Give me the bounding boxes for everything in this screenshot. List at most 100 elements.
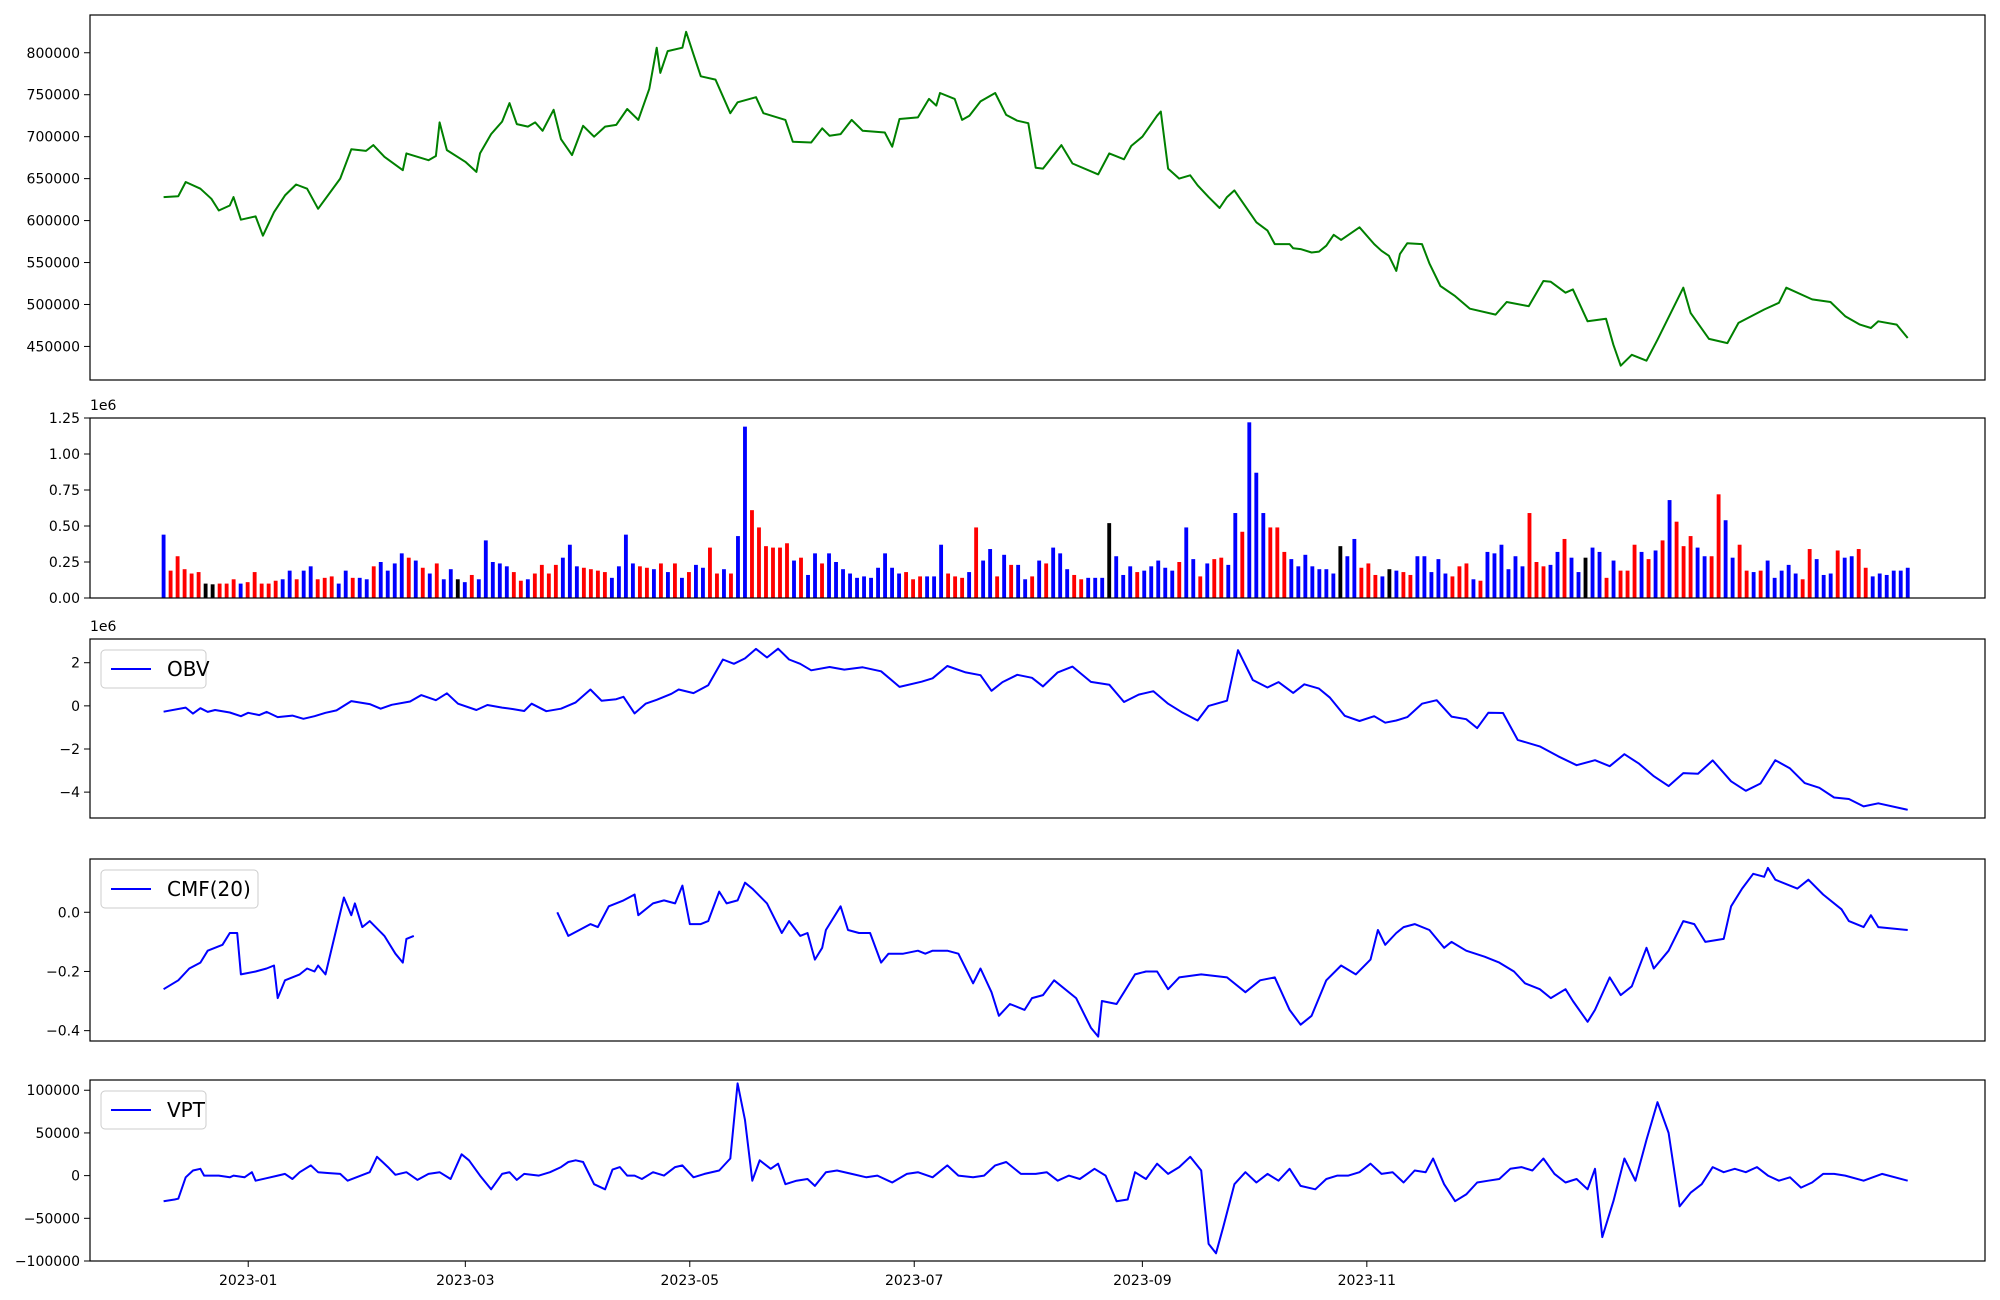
- volume-bar: [1471, 579, 1476, 598]
- y-tick-label: 0.00: [49, 591, 80, 607]
- price-line: [163, 30, 1909, 367]
- axes-frame: [89, 417, 1986, 599]
- volume-bar: [1303, 554, 1308, 598]
- x-tick-label: 2023-09: [1113, 1273, 1172, 1289]
- volume-bar: [813, 553, 817, 598]
- volume-bar: [1569, 557, 1574, 598]
- volume-bar: [1254, 472, 1259, 598]
- legend-box: [100, 1090, 207, 1130]
- x-tick-label: 2023-11: [1338, 1273, 1397, 1289]
- volume-bar: [1114, 556, 1119, 598]
- volume-bar: [1653, 550, 1658, 598]
- volume-bar: [701, 567, 705, 598]
- panel-price: 450000 500000 550000 600000 650000 700000 7500…: [27, 14, 1986, 381]
- volume-bar: [651, 569, 656, 598]
- volume-bar: [1583, 557, 1588, 598]
- volume-bar: [525, 579, 530, 598]
- volume-bar: [1695, 547, 1700, 598]
- y-tick-label: −2: [59, 742, 80, 758]
- volume-bar: [644, 567, 649, 598]
- volume-bar: [687, 572, 691, 598]
- y-tick-label: 0.75: [49, 483, 80, 499]
- volume-bar: [834, 562, 838, 598]
- y-tick-label: 0: [71, 699, 80, 715]
- volume-bar: [771, 547, 775, 598]
- volume-bar: [1338, 546, 1343, 598]
- volume-bar: [1660, 540, 1665, 598]
- volume-bar: [1863, 567, 1868, 598]
- legend-label: CMF(20): [167, 877, 251, 901]
- volume-bar: [974, 527, 979, 598]
- volume-bar: [827, 553, 831, 598]
- volume-bar: [1324, 569, 1329, 598]
- volume-bar: [925, 576, 930, 598]
- obv-line: [163, 647, 1908, 811]
- y-tick-label: 0.50: [49, 519, 80, 535]
- volume-bar: [1401, 572, 1406, 598]
- y-tick-label: −100000: [15, 1254, 80, 1270]
- volume-bar: [1212, 559, 1217, 598]
- volume-bar: [1604, 577, 1609, 598]
- volume-bar: [1632, 544, 1637, 598]
- volume-bar: [1513, 556, 1518, 598]
- volume-bar: [953, 576, 958, 598]
- y-tick-label: 550000: [27, 256, 80, 272]
- volume-bar: [518, 580, 523, 598]
- volume-bar: [1842, 557, 1847, 598]
- volume-bar: [890, 567, 894, 598]
- panel-obv: −4 −2 0 2 1e6 OBV: [59, 619, 1986, 819]
- volume-bar: [1457, 566, 1462, 598]
- y-tick-label: 0: [71, 1169, 80, 1185]
- volume-bar: [567, 544, 572, 598]
- volume-bar: [1821, 574, 1826, 598]
- volume-bar: [1037, 560, 1042, 598]
- volume-bar: [939, 544, 944, 598]
- volume-bar: [1751, 572, 1756, 598]
- volume-bar: [287, 570, 292, 598]
- volume-bar: [1268, 527, 1273, 598]
- volume-bar: [1422, 556, 1427, 598]
- volume-bar: [294, 579, 299, 598]
- volume-bar: [911, 579, 916, 598]
- volume-bar: [308, 566, 313, 598]
- y-tick-label: 1.25: [49, 411, 80, 427]
- volume-bar: [322, 577, 327, 598]
- volume-bar: [217, 583, 222, 598]
- volume-bar: [1156, 560, 1161, 598]
- x-tick-label: 2023-05: [661, 1273, 720, 1289]
- volume-bar: [623, 534, 628, 598]
- volume-bar: [1814, 559, 1819, 598]
- legend: CMF(20): [100, 869, 259, 909]
- volume-bar: [553, 564, 558, 598]
- volume-bar: [1625, 570, 1630, 598]
- volume-bar: [224, 583, 229, 598]
- volume-bar: [490, 562, 495, 598]
- volume-bar: [1849, 556, 1854, 598]
- y-offset-label: 1e6: [90, 619, 117, 635]
- volume-bar: [385, 570, 390, 598]
- plot-area: [161, 422, 1910, 598]
- volume-bar: [1247, 422, 1252, 598]
- volume-bar: [981, 560, 986, 598]
- y-tick-label: −0.2: [46, 964, 80, 980]
- volume-bar: [946, 573, 951, 598]
- y-tick-label: 0.0: [58, 905, 80, 921]
- volume-bar: [715, 573, 719, 598]
- vpt-line: [163, 1082, 1908, 1255]
- volume-bar: [1506, 569, 1511, 598]
- volume-bar: [1485, 551, 1490, 598]
- volume-bar: [1030, 576, 1035, 598]
- volume-bar: [1709, 556, 1714, 598]
- volume-bar: [637, 566, 642, 598]
- volume-bar: [1786, 564, 1791, 598]
- volume-bar: [988, 549, 993, 598]
- volume-bar: [1646, 559, 1651, 598]
- volume-bar: [1772, 577, 1777, 598]
- volume-bar: [483, 540, 488, 598]
- volume-bar: [413, 560, 418, 598]
- volume-bar: [616, 566, 621, 598]
- volume-bar: [1436, 559, 1441, 598]
- volume-bar: [1107, 523, 1112, 598]
- volume-bar: [1905, 567, 1910, 598]
- axes-frame: [89, 1079, 1986, 1262]
